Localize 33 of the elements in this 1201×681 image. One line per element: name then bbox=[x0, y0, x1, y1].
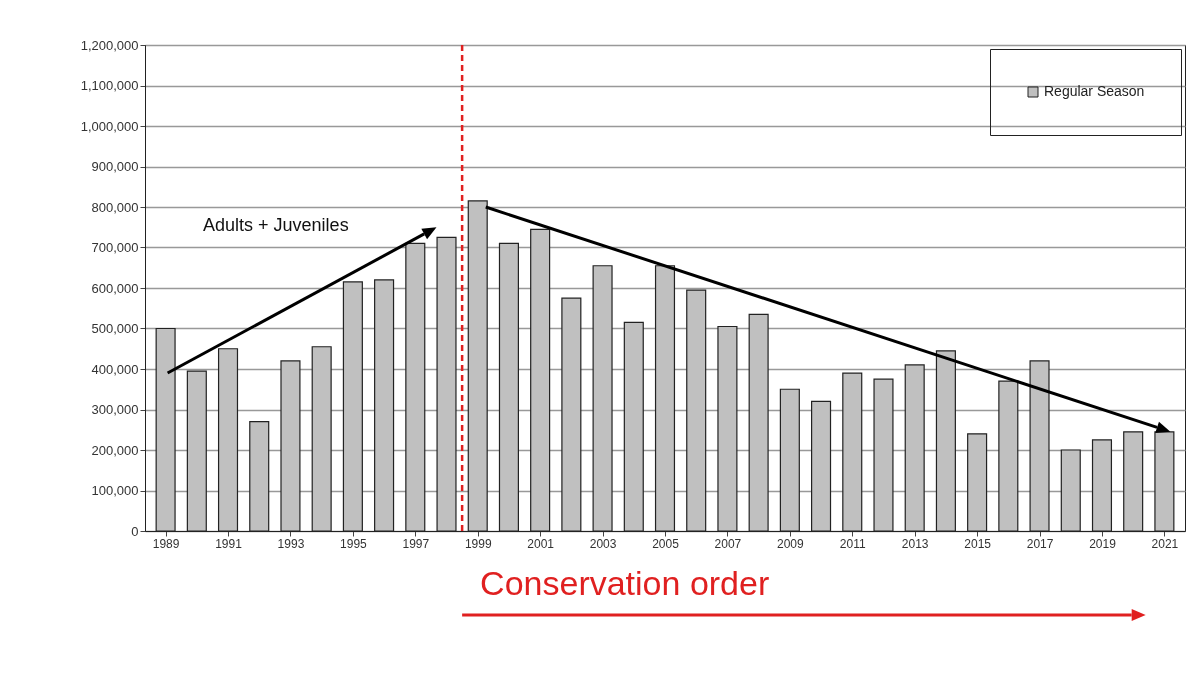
x-tick-label: 2011 bbox=[839, 536, 866, 551]
y-tick-label: 200,000 bbox=[91, 442, 139, 458]
y-tick-label: 700,000 bbox=[91, 240, 139, 255]
annotation: Adults + Juveniles bbox=[203, 215, 349, 236]
y-tick-label: 100,000 bbox=[91, 483, 139, 498]
x-tick-label: 1989 bbox=[152, 536, 180, 551]
x-tick-label: 2019 bbox=[1089, 536, 1117, 551]
x-tick-label: 1997 bbox=[402, 536, 430, 551]
x-tick-label: 2013 bbox=[901, 536, 929, 551]
x-tick-label: 2001 bbox=[527, 536, 555, 551]
x-tick-label: 1993 bbox=[277, 536, 305, 551]
x-tick-label: 2003 bbox=[589, 536, 617, 551]
y-tick-label: 500,000 bbox=[91, 321, 139, 336]
x-tick-label: 2009 bbox=[777, 536, 805, 551]
y-tick-label: 0 bbox=[131, 523, 139, 539]
y-tick-label: 1,100,000 bbox=[80, 78, 139, 93]
x-tick-label: 2005 bbox=[652, 536, 680, 551]
x-tick-label: 1991 bbox=[215, 536, 243, 551]
x-tick-label: 1999 bbox=[464, 536, 492, 551]
y-tick-label: 400,000 bbox=[91, 361, 139, 377]
x-tick-label: 2015 bbox=[964, 536, 992, 551]
y-tick-label: 1,200,000 bbox=[80, 37, 139, 53]
y-tick-label: 900,000 bbox=[91, 159, 139, 174]
y-tick-label: 1,000,000 bbox=[80, 118, 139, 134]
y-tick-label: 300,000 bbox=[91, 402, 139, 417]
x-tick-label: 2017 bbox=[1026, 536, 1054, 551]
y-tick-label: 600,000 bbox=[91, 280, 139, 296]
text: Conservation order bbox=[480, 564, 770, 602]
x-tick-label: 2021 bbox=[1151, 536, 1179, 551]
x-tick-label: 1995 bbox=[340, 536, 368, 551]
legend-label: Regular Season bbox=[1044, 83, 1145, 99]
y-tick-label: 800,000 bbox=[91, 199, 139, 215]
x-tick-label: 2007 bbox=[714, 536, 742, 551]
